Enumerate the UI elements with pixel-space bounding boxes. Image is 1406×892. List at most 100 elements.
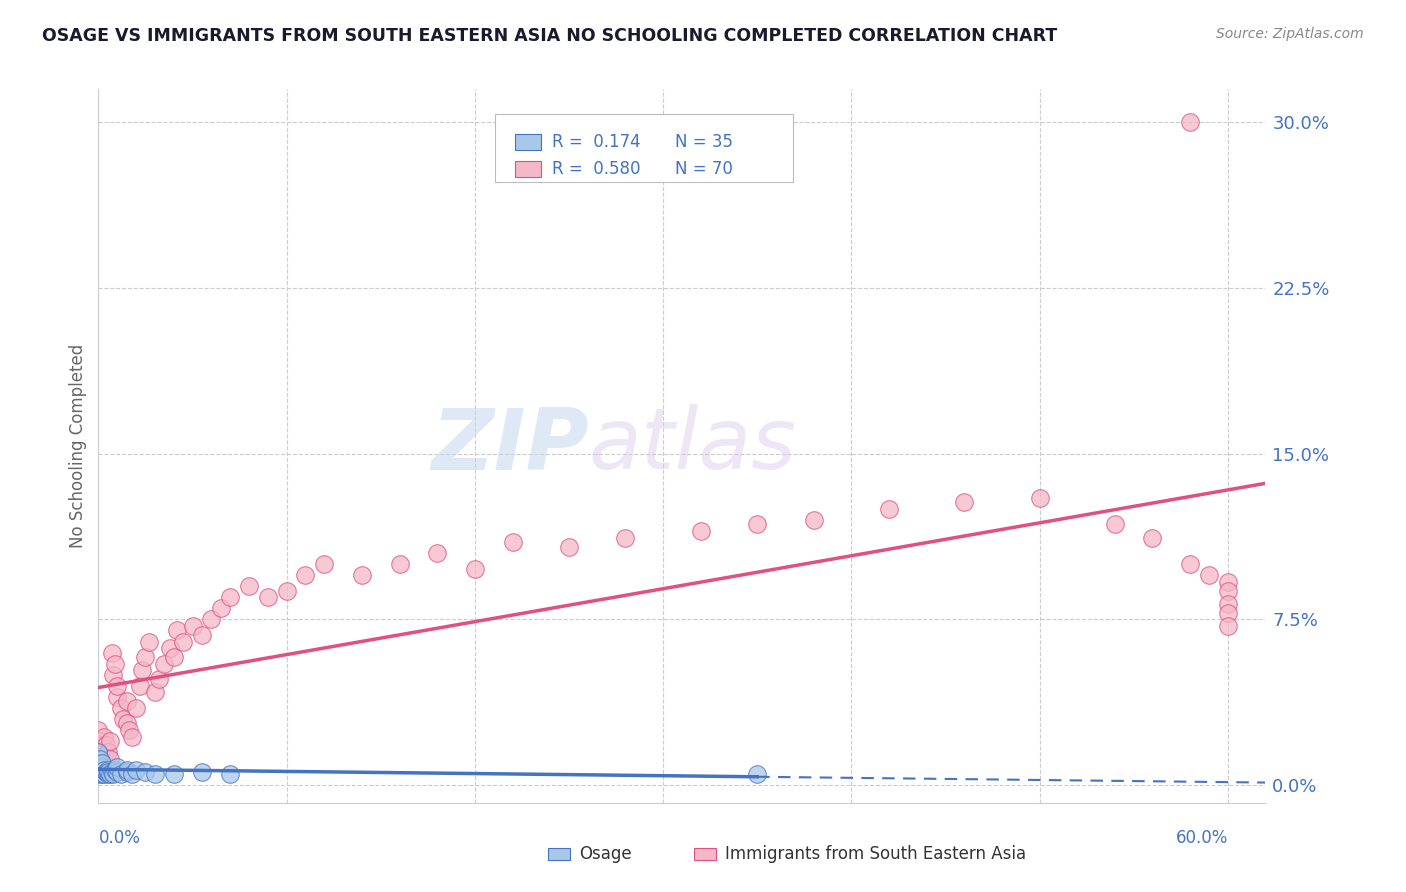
Point: [94, 739, 117, 753]
Point: [558, 540, 581, 554]
Point: [125, 700, 148, 714]
Point: [1028, 491, 1050, 505]
FancyBboxPatch shape: [515, 134, 541, 150]
Point: [191, 628, 214, 642]
Point: [1216, 583, 1239, 598]
Point: [91, 756, 114, 770]
Point: [98, 734, 121, 748]
Text: 0.0%: 0.0%: [98, 829, 141, 847]
Point: [803, 513, 825, 527]
Point: [238, 579, 260, 593]
Point: [87, 723, 110, 737]
Point: [464, 561, 486, 575]
Point: [1178, 558, 1201, 572]
Point: [134, 764, 156, 779]
Point: [502, 535, 524, 549]
Point: [89, 751, 111, 765]
Point: [105, 764, 128, 779]
Point: [163, 650, 186, 665]
Point: [747, 767, 769, 781]
Point: [87, 756, 110, 770]
Point: [91, 767, 114, 781]
Point: [1216, 619, 1239, 633]
Point: [103, 767, 125, 781]
Point: [97, 767, 120, 781]
Point: [138, 634, 160, 648]
Point: [117, 723, 139, 737]
Point: [115, 716, 138, 731]
Point: [105, 679, 128, 693]
Point: [121, 730, 143, 744]
Text: R =  0.174: R = 0.174: [553, 133, 641, 151]
Text: N = 35: N = 35: [675, 133, 733, 151]
Point: [219, 591, 242, 605]
Point: [97, 763, 120, 777]
Point: [614, 531, 637, 545]
Point: [115, 763, 138, 777]
Point: [97, 745, 120, 759]
Point: [350, 568, 373, 582]
Point: [115, 694, 138, 708]
Point: [98, 751, 121, 765]
Point: [256, 591, 278, 605]
Point: [93, 730, 115, 744]
Point: [89, 756, 111, 770]
Point: [98, 767, 121, 781]
Point: [94, 756, 117, 770]
Point: [747, 517, 769, 532]
Point: [121, 767, 143, 781]
FancyBboxPatch shape: [495, 114, 793, 182]
Point: [93, 763, 115, 777]
Point: [104, 657, 127, 671]
Point: [166, 624, 188, 638]
Point: [94, 764, 117, 779]
Point: [163, 767, 186, 781]
Point: [219, 767, 242, 781]
Point: [91, 739, 114, 753]
Point: [877, 502, 900, 516]
Point: [104, 763, 127, 777]
Point: [91, 760, 114, 774]
Point: [953, 495, 976, 509]
Point: [131, 663, 153, 677]
Point: [89, 734, 111, 748]
Point: [191, 764, 214, 779]
Point: [89, 745, 111, 759]
FancyBboxPatch shape: [548, 848, 569, 860]
Point: [200, 612, 222, 626]
Point: [100, 764, 122, 779]
Point: [111, 712, 134, 726]
Point: [110, 700, 132, 714]
Point: [1178, 115, 1201, 129]
Text: Immigrants from South Eastern Asia: Immigrants from South Eastern Asia: [725, 846, 1026, 863]
Point: [87, 764, 110, 779]
Point: [100, 646, 122, 660]
Point: [1216, 597, 1239, 611]
Point: [110, 767, 132, 781]
Point: [172, 634, 194, 648]
FancyBboxPatch shape: [693, 848, 716, 860]
Point: [105, 760, 128, 774]
Point: [93, 745, 115, 759]
Point: [1216, 606, 1239, 620]
Point: [97, 764, 120, 779]
Text: N = 70: N = 70: [675, 161, 733, 178]
Point: [143, 685, 166, 699]
Point: [143, 767, 166, 781]
Point: [314, 558, 336, 572]
Point: [87, 751, 110, 765]
Point: [1104, 517, 1126, 532]
Text: OSAGE VS IMMIGRANTS FROM SOUTH EASTERN ASIA NO SCHOOLING COMPLETED CORRELATION C: OSAGE VS IMMIGRANTS FROM SOUTH EASTERN A…: [42, 27, 1057, 45]
Point: [426, 546, 449, 560]
Point: [148, 672, 170, 686]
Point: [91, 751, 114, 765]
Text: R =  0.580: R = 0.580: [553, 161, 641, 178]
Point: [97, 760, 120, 774]
Point: [93, 767, 115, 781]
Text: atlas: atlas: [589, 404, 797, 488]
Point: [153, 657, 176, 671]
Point: [103, 667, 125, 681]
Text: Osage: Osage: [579, 846, 633, 863]
Point: [134, 650, 156, 665]
Point: [276, 583, 298, 598]
